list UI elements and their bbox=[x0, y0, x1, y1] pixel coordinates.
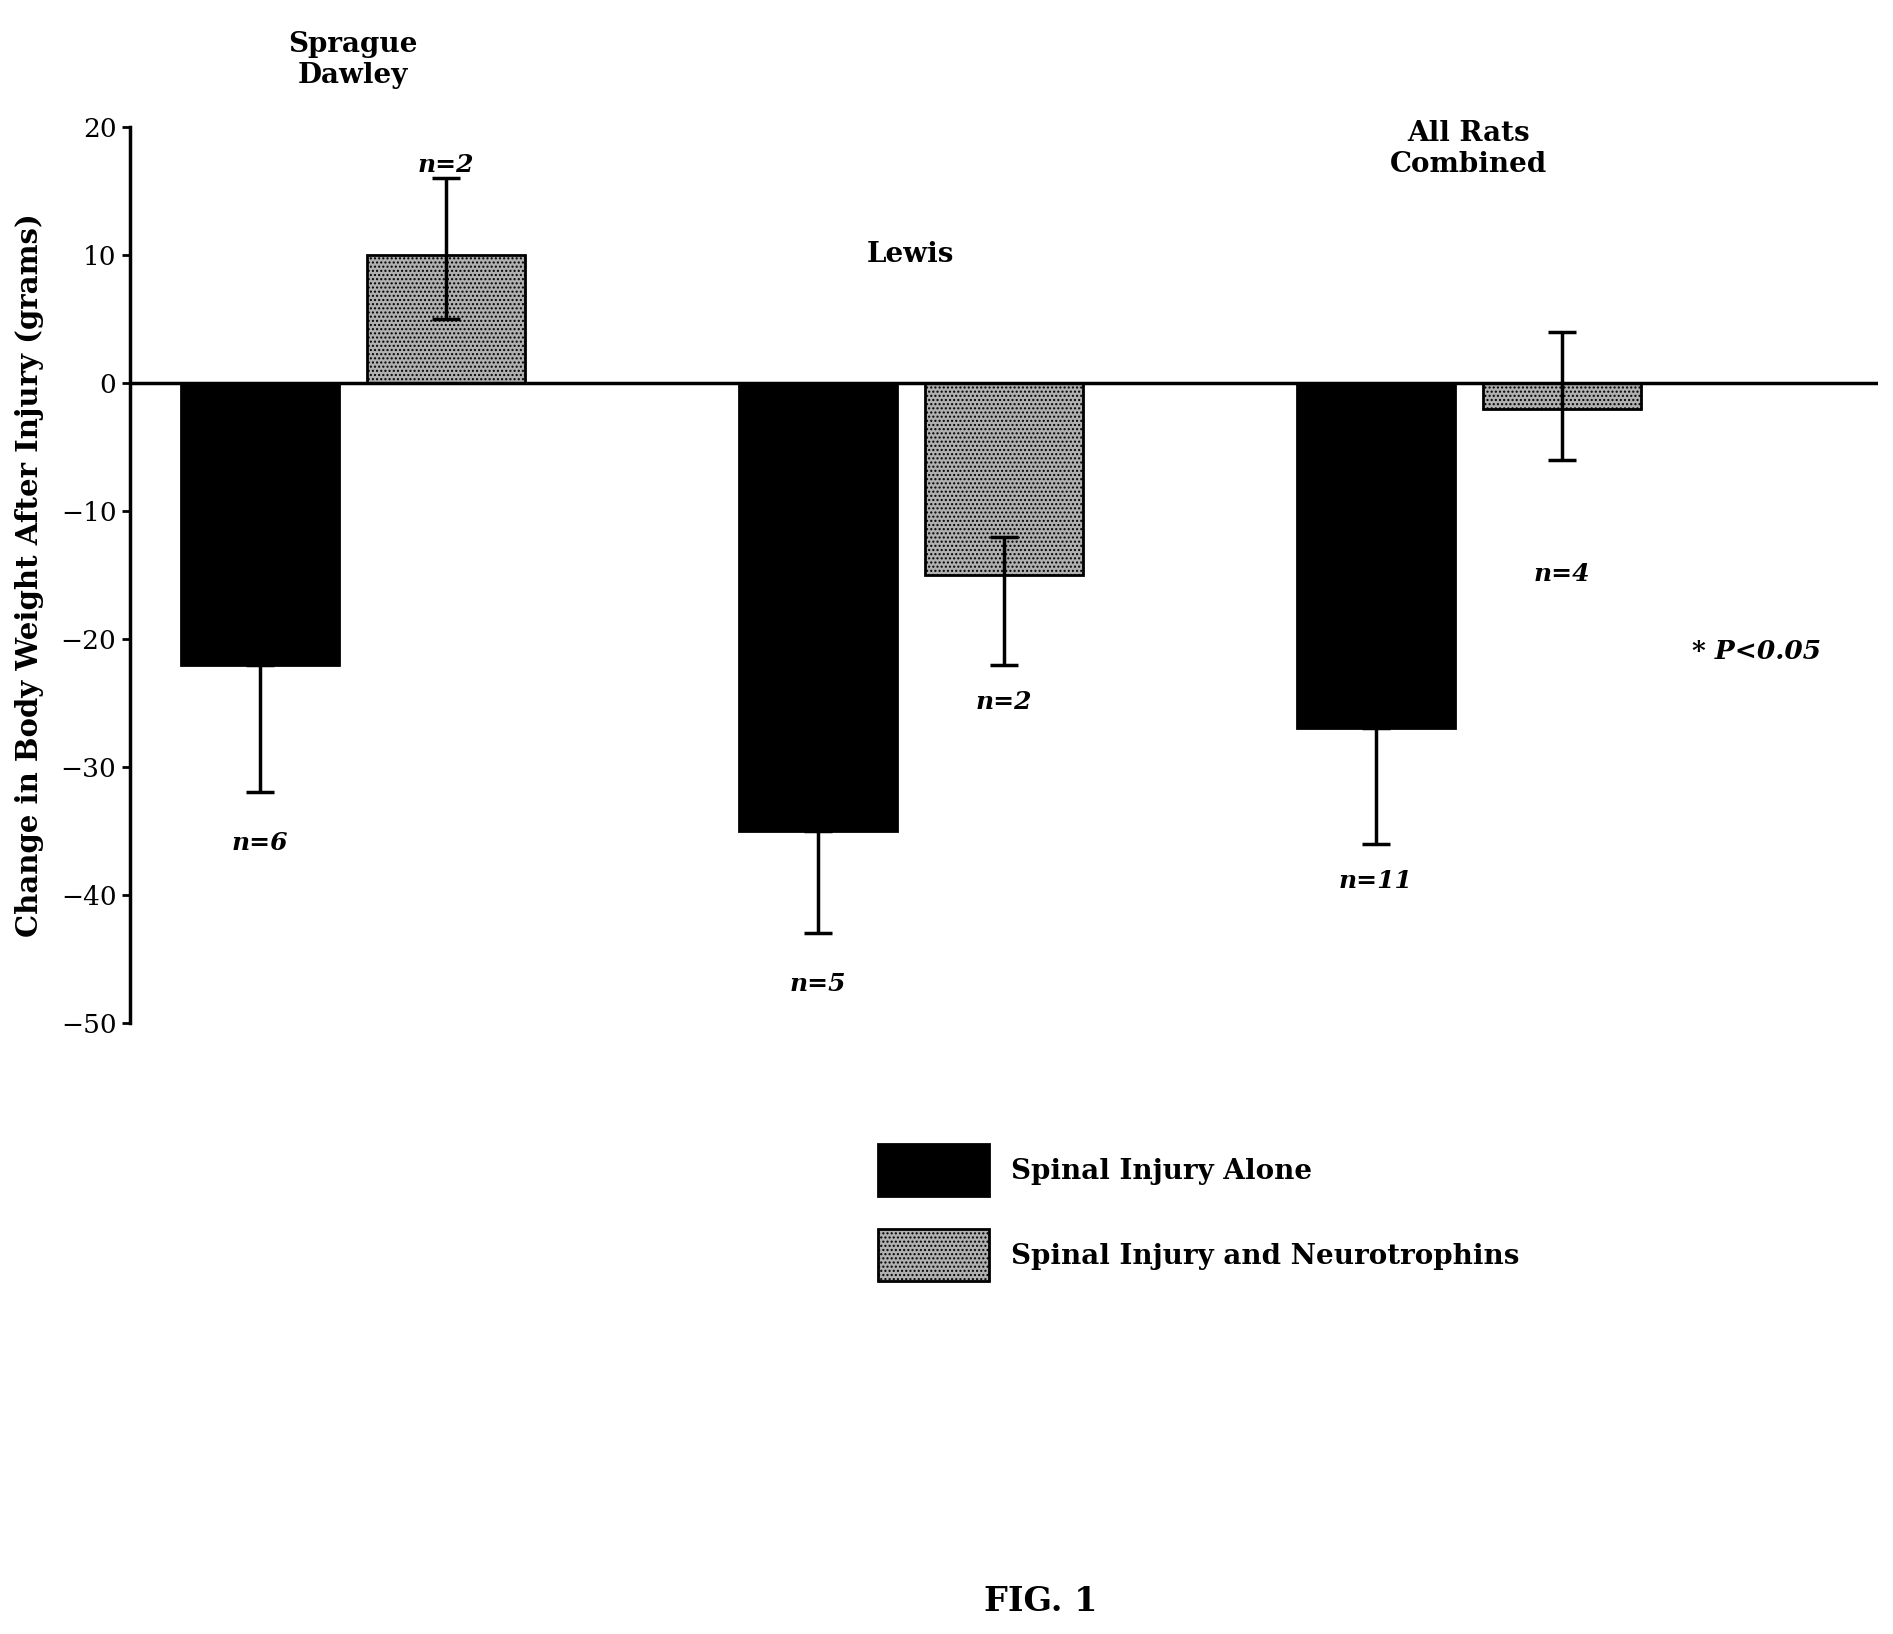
Text: n=5: n=5 bbox=[789, 972, 846, 995]
Text: All Rats
Combined: All Rats Combined bbox=[1389, 121, 1547, 178]
Text: n=6: n=6 bbox=[231, 830, 288, 855]
Text: n=4: n=4 bbox=[1533, 562, 1590, 587]
Text: n=2: n=2 bbox=[418, 152, 473, 176]
Y-axis label: Change in Body Weight After Injury (grams): Change in Body Weight After Injury (gram… bbox=[15, 212, 44, 936]
Legend: Spinal Injury Alone, Spinal Injury and Neurotrophins: Spinal Injury Alone, Spinal Injury and N… bbox=[878, 1144, 1520, 1281]
Bar bbox=[926, 382, 1083, 575]
Text: Lewis: Lewis bbox=[867, 240, 954, 268]
Bar bbox=[1482, 382, 1641, 408]
Bar bbox=[180, 382, 339, 665]
Text: n=2: n=2 bbox=[975, 690, 1032, 714]
Text: FIG. 1: FIG. 1 bbox=[984, 1585, 1098, 1618]
Text: n=11: n=11 bbox=[1338, 869, 1412, 894]
Text: * P<0.05: * P<0.05 bbox=[1692, 639, 1821, 665]
Bar bbox=[1297, 382, 1456, 729]
Text: Sprague
Dawley: Sprague Dawley bbox=[288, 31, 418, 88]
Bar bbox=[738, 382, 897, 830]
Bar bbox=[367, 255, 524, 382]
